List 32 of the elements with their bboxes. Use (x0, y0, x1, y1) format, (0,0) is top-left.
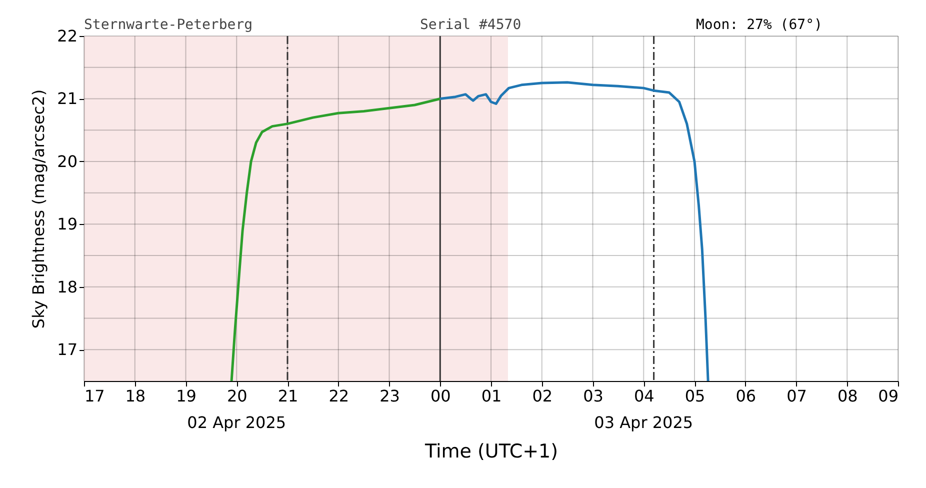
text: Serial #4570 (420, 17, 522, 33)
y-tick-label: 22 (57, 26, 78, 46)
x-tick-label: 18 (125, 386, 146, 406)
x-tick-label: 06 (736, 386, 756, 406)
x-tick-label: 22 (328, 386, 350, 406)
line-series (438, 81, 710, 382)
x-axis-title: Time (UTC+1) (424, 440, 558, 462)
x-tick-label: 21 (278, 386, 298, 406)
y-tick-label: 21 (57, 89, 78, 108)
y-axis-title: Sky Brightness (mag/arcsec2) (29, 89, 48, 329)
y-tick-label: 18 (57, 277, 78, 296)
x-tick-label: 08 (837, 386, 858, 406)
y-tick-label: 20 (57, 152, 78, 171)
line-series (230, 97, 442, 382)
x-tick-label: 00 (430, 386, 451, 406)
x-tick-label: 19 (176, 386, 196, 406)
x-tick-label: 01 (481, 386, 502, 406)
text: Sternwarte-Peterberg (84, 17, 253, 33)
x-tick-label: 09 (878, 386, 898, 406)
text: 02 Apr 2025 (187, 413, 286, 432)
text: Moon: 27% (67°) (696, 17, 822, 33)
x-tick-label: 05 (684, 386, 706, 406)
x-tick-label: 07 (786, 386, 807, 406)
x-tick-label: 02 (532, 386, 553, 406)
text: 03 Apr 2025 (594, 413, 694, 432)
x-tick-label: 23 (380, 386, 400, 406)
y-tick-label: 19 (57, 214, 78, 234)
y-tick-label: 17 (57, 340, 78, 360)
x-tick-label: 17 (84, 386, 105, 406)
x-tick-label: 03 (583, 386, 604, 406)
x-tick-label: 20 (226, 386, 248, 406)
x-tick-label: 04 (634, 386, 654, 406)
